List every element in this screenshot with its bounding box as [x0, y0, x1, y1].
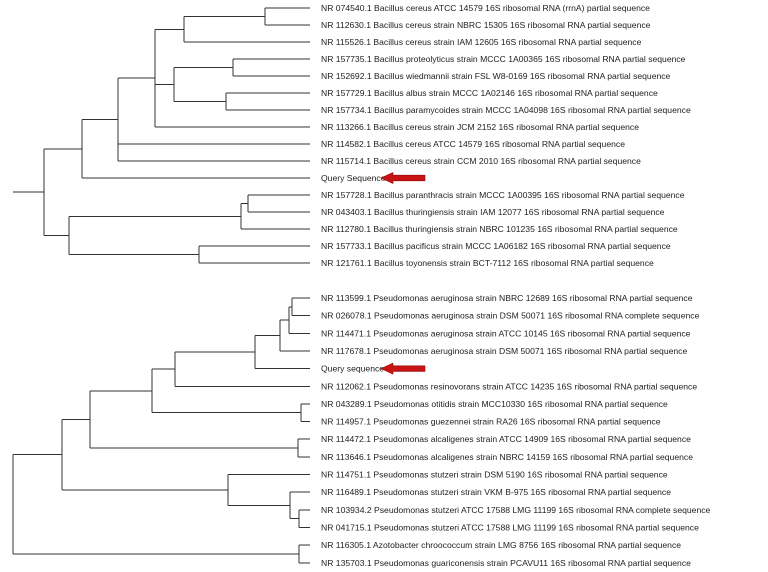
bacillus-tree: NR 074540.1 Bacillus cereus ATCC 14579 1…: [13, 3, 691, 268]
leaf-label: NR 157728.1 Bacillus paranthracis strain…: [321, 190, 685, 200]
leaf-label: NR 157733.1 Bacillus pacificus strain MC…: [321, 241, 671, 251]
leaf-label: NR 114471.1 Pseudomonas aeruginosa strai…: [321, 328, 691, 338]
leaf-label: NR 114751.1 Pseudomonas stutzeri strain …: [321, 470, 668, 480]
leaf-label: NR 112062.1 Pseudomonas resinovorans str…: [321, 381, 697, 391]
leaf-label: NR 113646.1 Pseudomonas alcaligenes stra…: [321, 452, 693, 462]
leaf-label: NR 112780.1 Bacillus thuringiensis strai…: [321, 224, 678, 234]
query-arrow-icon: [380, 362, 426, 375]
leaf-label: NR 074540.1 Bacillus cereus ATCC 14579 1…: [321, 3, 650, 13]
pseudomonas-tree: NR 113599.1 Pseudomonas aeruginosa strai…: [12, 293, 711, 568]
leaf-label: NR 115526.1 Bacillus cereus strain IAM 1…: [321, 37, 642, 47]
leaf-label: NR 116305.1 Azotobacter chroococcum stra…: [321, 540, 681, 550]
leaf-label: NR 112630.1 Bacillus cereus strain NBRC …: [321, 20, 651, 30]
leaf-label: NR 115714.1 Bacillus cereus strain CCM 2…: [321, 156, 641, 166]
leaf-label: NR 043289.1 Pseudomonas otitidis strain …: [321, 399, 668, 409]
leaf-label: NR 117678.1 Pseudomonas aeruginosa strai…: [321, 346, 687, 356]
leaf-label: NR 157729.1 Bacillus albus strain MCCC 1…: [321, 88, 658, 98]
query-arrow-icon: [380, 172, 426, 184]
leaf-label: NR 116489.1 Pseudomonas stutzeri strain …: [321, 487, 671, 497]
leaf-label: NR 157735.1 Bacillus proteolyticus strai…: [321, 54, 686, 64]
leaf-label: NR 114957.1 Pseudomonas guezennei strain…: [321, 417, 661, 427]
leaf-label: NR 121761.1 Bacillus toyonensis strain B…: [321, 258, 654, 268]
leaf-label: NR 152692.1 Bacillus wiedmannii strain F…: [321, 71, 671, 81]
leaf-label: NR 103934.2 Pseudomonas stutzeri ATCC 17…: [321, 505, 711, 515]
query-sequence-label: Query Sequence: [321, 173, 386, 183]
leaf-label: NR 113599.1 Pseudomonas aeruginosa strai…: [321, 293, 693, 303]
leaf-label: NR 114582.1 Bacillus cereus ATCC 14579 1…: [321, 139, 625, 149]
leaf-label: NR 157734.1 Bacillus paramycoides strain…: [321, 105, 691, 115]
leaf-label: NR 041715.1 Pseudomonas stutzeri ATCC 17…: [321, 522, 699, 532]
leaf-label: NR 135703.1 Pseudomonas guariconensis st…: [321, 558, 691, 568]
leaf-label: NR 043403.1 Bacillus thuringiensis strai…: [321, 207, 665, 217]
leaf-label: NR 113266.1 Bacillus cereus strain JCM 2…: [321, 122, 639, 132]
leaf-label: NR 114472.1 Pseudomonas alcaligenes stra…: [321, 434, 691, 444]
leaf-label: NR 026078.1 Pseudomonas aeruginosa strai…: [321, 311, 700, 321]
query-sequence-label: Query sequence: [321, 364, 384, 374]
